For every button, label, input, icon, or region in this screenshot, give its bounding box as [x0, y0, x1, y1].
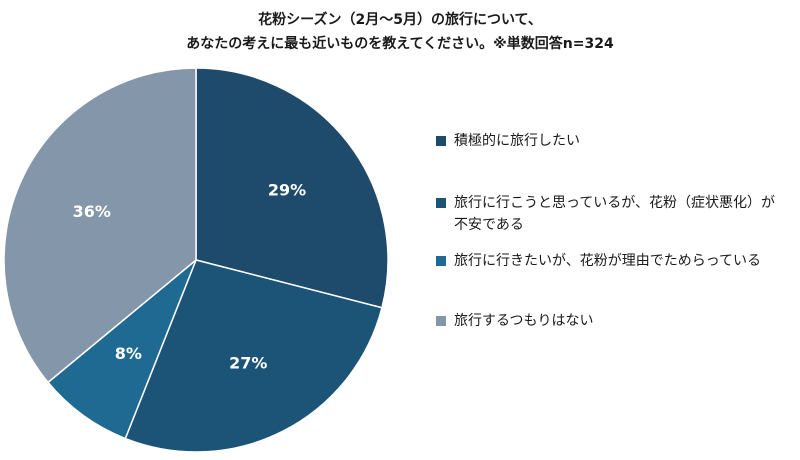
legend-label-3: 旅行するつもりはない [454, 313, 594, 329]
pie-slice-3 [3, 67, 197, 384]
pie-slice-2 [47, 259, 197, 440]
legend-label-1: 旅行に行こうと思っているが、花粉（症状悪化）が不安である [454, 195, 776, 233]
slice-label-2: 8% [115, 344, 142, 363]
chart-title-line-1: 花粉シーズン（2月～5月）の旅行について、 [258, 12, 542, 28]
legend-label-0: 積極的に旅行したい [454, 133, 580, 149]
slice-label-3: 36% [73, 202, 111, 221]
legend-swatch-2 [436, 256, 446, 266]
legend-swatch-1 [436, 198, 446, 208]
legend-swatch-0 [436, 136, 446, 146]
legend-item-0: 積極的に旅行したい [436, 130, 786, 152]
legend-label-2: 旅行に行きたいが、花粉が理由でためらっている [454, 253, 762, 269]
pie-slice-1 [124, 259, 383, 453]
chart-title-line-2: あなたの考えに最も近いものを教えてください。※単数回答n=324 [186, 36, 614, 52]
legend-item-1: 旅行に行こうと思っているが、花粉（症状悪化）が不安である [436, 192, 786, 236]
pie-slice-0 [195, 67, 389, 309]
legend-swatch-3 [436, 316, 446, 326]
legend: 積極的に旅行したい 旅行に行こうと思っているが、花粉（症状悪化）が不安である 旅… [436, 130, 786, 332]
legend-item-3: 旅行するつもりはない [436, 310, 786, 332]
slice-label-1: 27% [229, 354, 267, 373]
legend-item-2: 旅行に行きたいが、花粉が理由でためらっている [436, 250, 786, 272]
chart-title: 花粉シーズン（2月～5月）の旅行について、 あなたの考えに最も近いものを教えてく… [0, 8, 800, 56]
slice-label-0: 29% [268, 180, 306, 199]
